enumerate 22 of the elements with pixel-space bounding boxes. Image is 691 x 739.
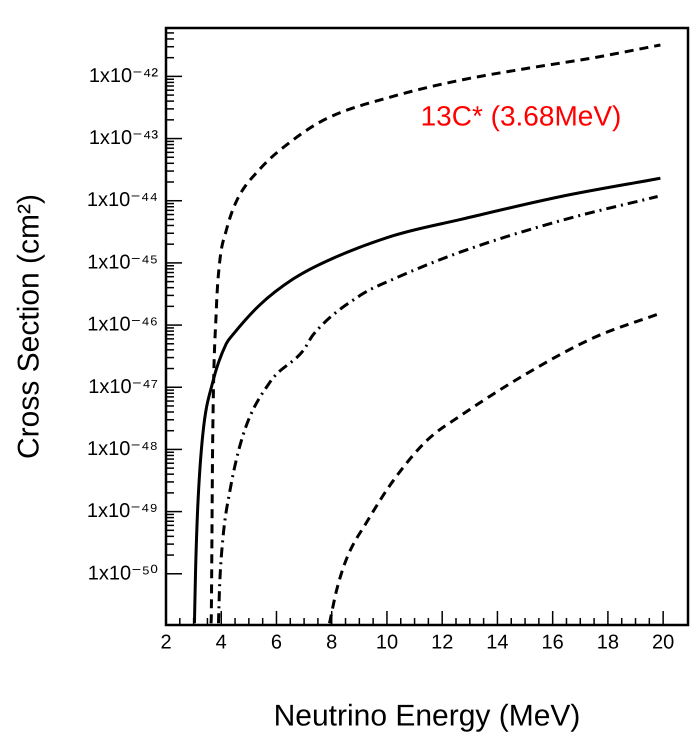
y-tick-label: 1x10⁻⁴⁷ — [88, 376, 158, 398]
y-tick-label: 1x10⁻⁴⁴ — [86, 189, 158, 212]
x-tick-label: 14 — [486, 632, 509, 654]
y-tick-label: 1x10⁻⁴² — [88, 64, 158, 87]
y-tick-label: 1x10⁻⁴⁸ — [87, 438, 158, 460]
y-tick-label: 1x10⁻⁵⁰ — [88, 562, 158, 584]
x-tick-label: 2 — [160, 632, 172, 654]
x-tick-label: 8 — [326, 632, 338, 654]
annotation: 13C* (3.68MeV) — [420, 100, 622, 132]
y-tick-label: 1x10⁻⁴⁹ — [86, 500, 158, 522]
y-tick-label: 1x10⁻⁴⁶ — [87, 314, 158, 336]
x-tick-label: 18 — [596, 632, 620, 654]
x-tick-label: 4 — [216, 632, 227, 654]
x-axis-title: Neutrino Energy (MeV) — [274, 699, 580, 732]
x-tick-label: 16 — [542, 632, 564, 654]
x-tick-label: 20 — [652, 632, 674, 654]
y-tick-label: 1x10⁻⁴³ — [88, 127, 158, 150]
x-tick-label: 6 — [270, 632, 282, 654]
x-tick-label: 12 — [431, 632, 454, 654]
x-tick-label: 10 — [376, 632, 398, 654]
y-tick-label: 1x10⁻⁴⁵ — [87, 251, 158, 274]
y-axis-title: Cross Section (cm²) — [12, 194, 46, 460]
